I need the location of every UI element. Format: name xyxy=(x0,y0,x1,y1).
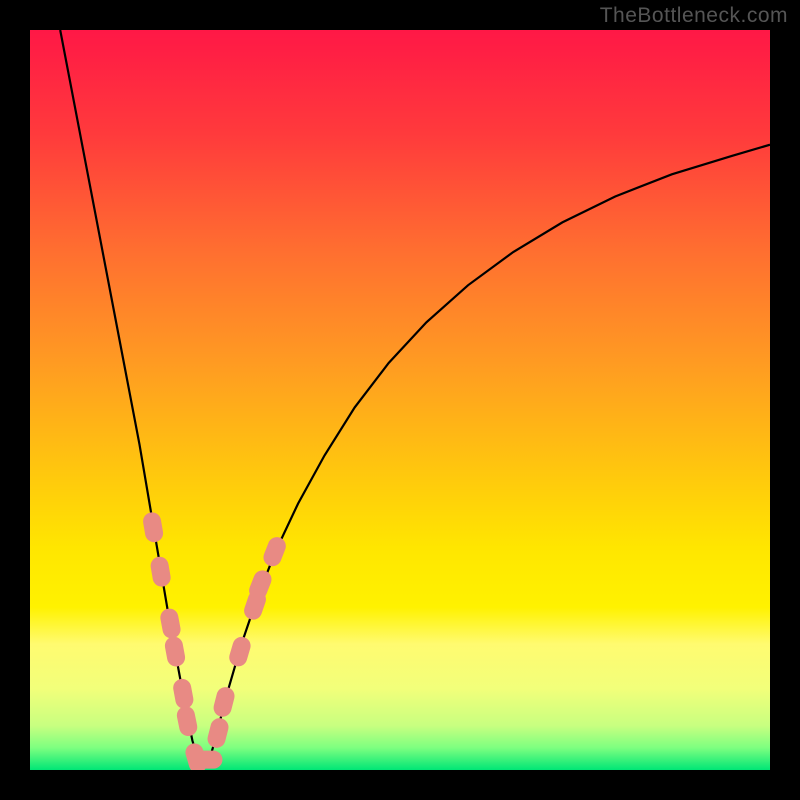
watermark-text: TheBottleneck.com xyxy=(600,4,788,28)
gradient-background xyxy=(30,30,770,770)
bottleneck-curve-chart xyxy=(0,0,800,800)
chart-canvas: TheBottleneck.com xyxy=(0,0,800,800)
curve-marker xyxy=(192,751,222,769)
